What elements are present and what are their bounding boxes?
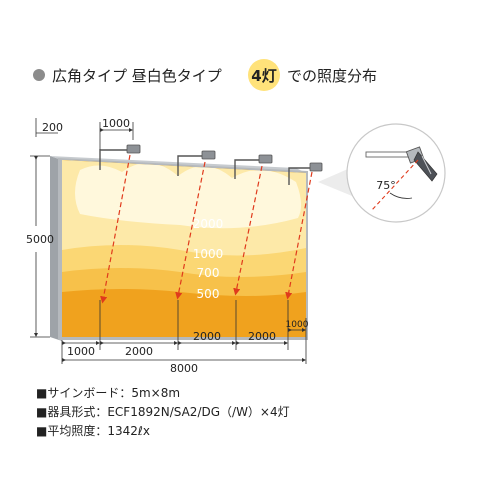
light-ray-2	[175, 161, 206, 300]
spec-board-size: ■サインボード：5m×8m	[36, 386, 181, 400]
dim-height: 5000	[26, 233, 54, 246]
lamp-3-icon	[234, 154, 273, 179]
dim-bottom-segment-3: 2000	[193, 330, 221, 343]
dim-bottom-segment-5: 1000	[286, 320, 309, 330]
dim-bottom-segment-4: 2000	[248, 330, 276, 343]
lamp-2-icon	[177, 150, 216, 176]
light-ray-3	[233, 165, 263, 296]
spec-fixture-model: ■器具形式：ECF1892N/SA2/DG（/W）×4灯	[36, 405, 290, 419]
lux-label-1000: 1000	[193, 247, 224, 261]
inset-angle-label: 75°	[376, 179, 396, 192]
inset-lamp-icon	[405, 146, 438, 182]
header-bullet-icon	[33, 69, 45, 81]
light-ray-1	[100, 154, 131, 304]
dim-offset: 200	[42, 121, 63, 134]
zone-2000	[75, 162, 302, 229]
lux-label-700: 700	[197, 266, 220, 280]
header-badge-icon	[248, 59, 280, 91]
inset-angle-ray	[371, 159, 419, 211]
dim-bottom-segment-2: 2000	[125, 345, 153, 358]
header-title-part2: での照度分布	[287, 67, 377, 85]
lux-label-2000: 2000	[193, 217, 224, 231]
header-badge-text: 4灯	[251, 67, 276, 85]
dim-lamp-spacing-top: 1000	[102, 117, 130, 130]
header-title-part1: 広角タイプ 昼白色タイプ	[52, 67, 222, 85]
spec-average-illuminance: ■平均照度：1342ℓx	[36, 424, 150, 438]
dim-bottom-segment-1: 1000	[67, 345, 95, 358]
lux-label-500: 500	[197, 287, 220, 301]
inset-angle-arc	[389, 192, 413, 199]
light-ray-4	[285, 171, 313, 300]
spec-list: ■サインボード：5m×8m ■器具形式：ECF1892N/SA2/DG（/W）×…	[36, 384, 290, 441]
lamp-4-icon	[288, 162, 323, 185]
dim-total-width: 8000	[170, 362, 198, 375]
